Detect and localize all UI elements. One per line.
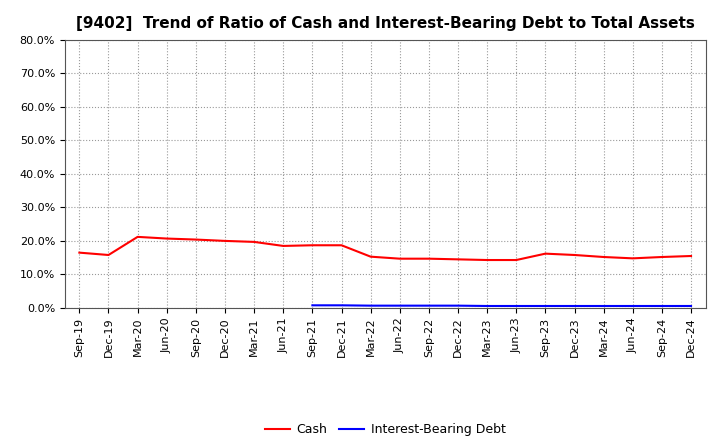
Cash	[337, 242, 346, 248]
Cash	[687, 253, 696, 259]
Cash	[366, 254, 375, 259]
Cash	[133, 234, 142, 239]
Cash	[483, 257, 492, 263]
Interest-Bearing Debt	[629, 303, 637, 308]
Interest-Bearing Debt	[308, 303, 317, 308]
Title: [9402]  Trend of Ratio of Cash and Interest-Bearing Debt to Total Assets: [9402] Trend of Ratio of Cash and Intere…	[76, 16, 695, 32]
Cash	[75, 250, 84, 255]
Interest-Bearing Debt	[541, 303, 550, 308]
Interest-Bearing Debt	[570, 303, 579, 308]
Cash	[250, 239, 258, 245]
Interest-Bearing Debt	[337, 303, 346, 308]
Interest-Bearing Debt	[454, 303, 462, 308]
Legend: Cash, Interest-Bearing Debt: Cash, Interest-Bearing Debt	[260, 418, 510, 440]
Cash	[657, 254, 666, 260]
Cash	[395, 256, 404, 261]
Cash	[220, 238, 229, 244]
Cash	[541, 251, 550, 256]
Interest-Bearing Debt	[366, 303, 375, 308]
Interest-Bearing Debt	[395, 303, 404, 308]
Cash	[425, 256, 433, 261]
Cash	[104, 253, 113, 258]
Cash	[192, 237, 200, 242]
Cash	[599, 254, 608, 260]
Interest-Bearing Debt	[687, 303, 696, 308]
Interest-Bearing Debt	[657, 303, 666, 308]
Interest-Bearing Debt	[483, 303, 492, 308]
Cash	[512, 257, 521, 263]
Cash	[570, 253, 579, 258]
Cash	[163, 236, 171, 241]
Interest-Bearing Debt	[512, 303, 521, 308]
Cash	[279, 243, 287, 249]
Cash	[454, 257, 462, 262]
Interest-Bearing Debt	[599, 303, 608, 308]
Interest-Bearing Debt	[425, 303, 433, 308]
Cash	[629, 256, 637, 261]
Cash	[308, 242, 317, 248]
Line: Interest-Bearing Debt: Interest-Bearing Debt	[312, 305, 691, 306]
Line: Cash: Cash	[79, 237, 691, 260]
